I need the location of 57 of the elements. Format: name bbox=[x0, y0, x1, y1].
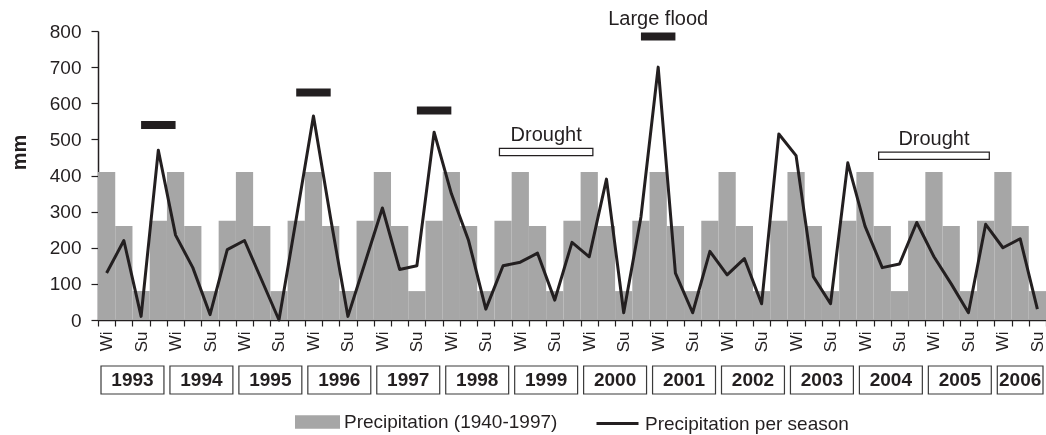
text: 2001 bbox=[662, 369, 706, 390]
x-tick-label: Su bbox=[1027, 331, 1046, 353]
x-tick-label: Su bbox=[269, 331, 289, 353]
x-tick-label: Wi bbox=[786, 331, 806, 352]
x-tick-label: Su bbox=[752, 331, 772, 353]
text: 2006 bbox=[999, 369, 1042, 390]
text: 1993 bbox=[111, 369, 154, 390]
x-tick-label: Su bbox=[545, 331, 565, 353]
x-tick-label: Wi bbox=[166, 331, 186, 352]
x-tick-label: Su bbox=[889, 331, 909, 353]
text: 2005 bbox=[938, 369, 982, 390]
x-tick-label: Su bbox=[338, 331, 358, 353]
x-tick-label: Su bbox=[131, 331, 151, 353]
x-tick-label: Wi bbox=[235, 331, 255, 352]
text: 1994 bbox=[180, 369, 223, 390]
y-tick-label: 300 bbox=[49, 201, 82, 223]
x-tick-label: Wi bbox=[303, 331, 323, 352]
x-tick-label: Wi bbox=[717, 331, 737, 352]
x-tick-label: Wi bbox=[510, 331, 530, 352]
x-tick-label: Su bbox=[821, 331, 841, 353]
x-tick-label: Su bbox=[958, 331, 978, 353]
x-tick-label: Wi bbox=[993, 331, 1013, 352]
text: 1999 bbox=[525, 369, 568, 390]
text: Drought bbox=[898, 126, 970, 149]
y-tick-label: 500 bbox=[49, 128, 82, 150]
y-tick-label: 100 bbox=[49, 273, 82, 295]
text: 2002 bbox=[731, 369, 775, 390]
legend-label: Precipitation (1940-1997) bbox=[344, 411, 558, 432]
x-tick-label: Wi bbox=[924, 331, 944, 352]
x-tick-label: Wi bbox=[648, 331, 668, 352]
x-tick-label: Su bbox=[200, 331, 220, 353]
y-tick-label: 200 bbox=[49, 237, 82, 259]
y-tick-label: 800 bbox=[49, 20, 82, 42]
text: 1998 bbox=[456, 369, 499, 390]
y-axis-title: mm bbox=[7, 134, 30, 171]
text: 2000 bbox=[593, 369, 637, 390]
y-tick-label: 600 bbox=[49, 92, 82, 114]
x-tick-label: Wi bbox=[579, 331, 599, 352]
x-tick-label: Wi bbox=[97, 331, 117, 352]
y-tick-label: 400 bbox=[49, 165, 82, 186]
legend-label: Precipitation per season bbox=[645, 412, 849, 434]
x-tick-label: Wi bbox=[441, 331, 461, 352]
y-tick-label: 0 bbox=[70, 309, 82, 331]
series-label: Drought bbox=[510, 123, 583, 146]
x-tick-label: Wi bbox=[855, 331, 875, 352]
text: 1995 bbox=[249, 369, 292, 390]
series-label: Large flood bbox=[608, 7, 709, 30]
x-tick-label: Su bbox=[683, 331, 703, 353]
x-tick-label: Su bbox=[614, 331, 634, 353]
x-tick-label: Wi bbox=[372, 331, 392, 352]
y-tick-label: 700 bbox=[49, 56, 82, 78]
text: 2003 bbox=[800, 369, 844, 390]
x-tick-label: Su bbox=[476, 331, 496, 353]
x-tick-label: Su bbox=[407, 331, 427, 353]
text: 2004 bbox=[869, 369, 913, 390]
text: 1996 bbox=[318, 369, 361, 390]
text: 1997 bbox=[387, 369, 430, 390]
